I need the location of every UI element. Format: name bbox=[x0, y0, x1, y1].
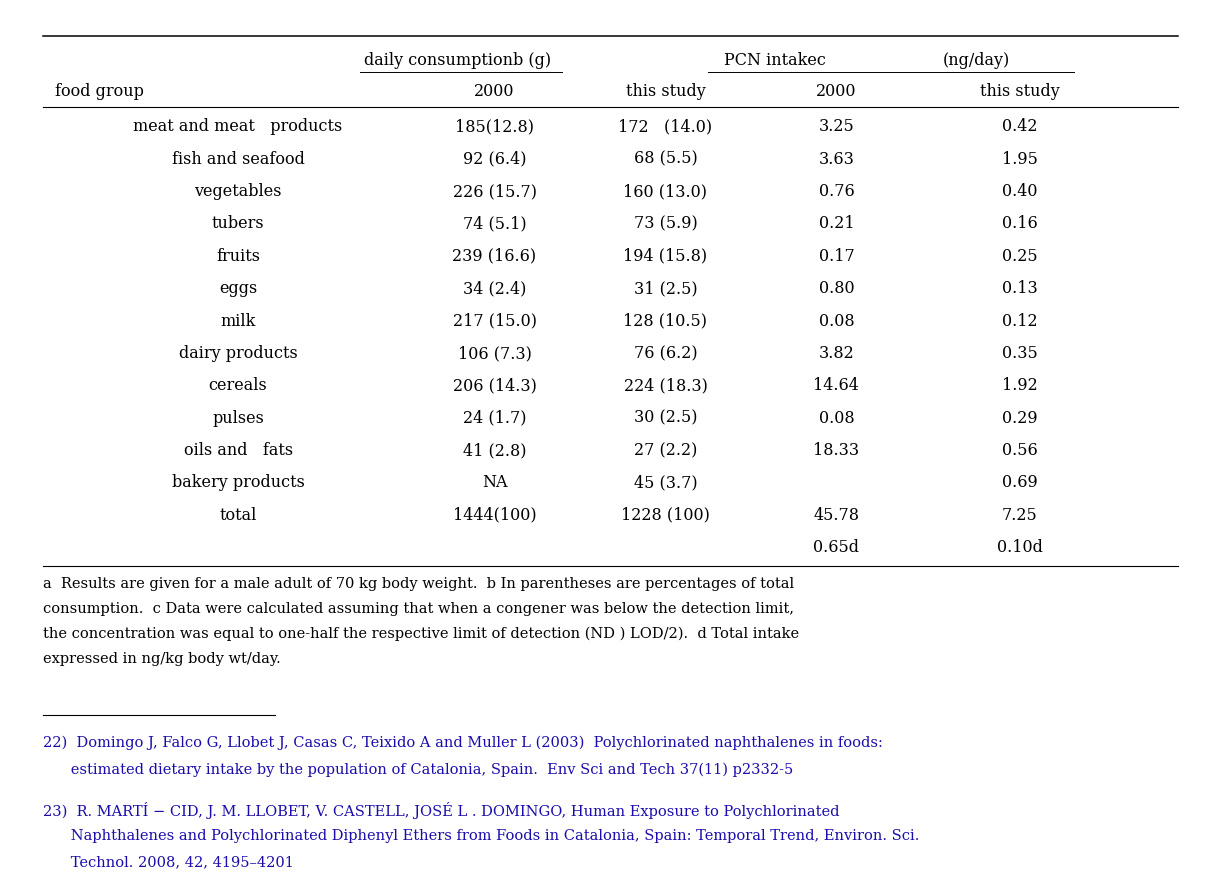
Text: 3.82: 3.82 bbox=[818, 345, 855, 361]
Text: 27 (2.2): 27 (2.2) bbox=[634, 441, 697, 459]
Text: 3.63: 3.63 bbox=[818, 151, 855, 167]
Text: 0.69: 0.69 bbox=[1001, 474, 1038, 491]
Text: NA: NA bbox=[482, 474, 507, 491]
Text: 73 (5.9): 73 (5.9) bbox=[634, 215, 697, 232]
Text: 160 (13.0): 160 (13.0) bbox=[624, 183, 707, 200]
Text: 0.42: 0.42 bbox=[1001, 118, 1038, 136]
Text: 0.16: 0.16 bbox=[1001, 215, 1038, 232]
Text: eggs: eggs bbox=[219, 280, 258, 297]
Text: 0.17: 0.17 bbox=[818, 247, 855, 265]
Text: daily consumptionb (g): daily consumptionb (g) bbox=[364, 51, 552, 69]
Text: 224 (18.3): 224 (18.3) bbox=[624, 377, 707, 394]
Text: 7.25: 7.25 bbox=[1001, 506, 1038, 524]
Text: fruits: fruits bbox=[216, 247, 260, 265]
Text: (ng/day): (ng/day) bbox=[943, 51, 1011, 69]
Text: 1.92: 1.92 bbox=[1001, 377, 1038, 394]
Text: 24 (1.7): 24 (1.7) bbox=[463, 409, 526, 426]
Text: 45 (3.7): 45 (3.7) bbox=[634, 474, 697, 491]
Text: 185(12.8): 185(12.8) bbox=[455, 118, 534, 136]
Text: PCN intakec: PCN intakec bbox=[724, 51, 827, 69]
Text: 0.56: 0.56 bbox=[1001, 441, 1038, 459]
Text: 0.08: 0.08 bbox=[818, 409, 855, 426]
Text: 0.80: 0.80 bbox=[818, 280, 855, 297]
Text: 76 (6.2): 76 (6.2) bbox=[634, 345, 697, 361]
Text: 31 (2.5): 31 (2.5) bbox=[634, 280, 697, 297]
Text: 45.78: 45.78 bbox=[813, 506, 860, 524]
Text: consumption.  c Data were calculated assuming that when a congener was below the: consumption. c Data were calculated assu… bbox=[43, 602, 794, 615]
Text: dairy products: dairy products bbox=[178, 345, 298, 361]
Text: 0.40: 0.40 bbox=[1001, 183, 1038, 200]
Text: total: total bbox=[220, 506, 256, 524]
Text: 0.13: 0.13 bbox=[1001, 280, 1038, 297]
Text: bakery products: bakery products bbox=[172, 474, 304, 491]
Text: 23)  R. MARTÍ − CID, J. M. LLOBET, V. CASTELL, JOSÉ L . DOMINGO, Human Exposure : 23) R. MARTÍ − CID, J. M. LLOBET, V. CAS… bbox=[43, 802, 839, 819]
Text: 68 (5.5): 68 (5.5) bbox=[634, 151, 697, 167]
Text: 0.10d: 0.10d bbox=[996, 539, 1043, 556]
Text: 0.65d: 0.65d bbox=[813, 539, 860, 556]
Text: 206 (14.3): 206 (14.3) bbox=[453, 377, 536, 394]
Text: a  Results are given for a male adult of 70 kg body weight.  b In parentheses ar: a Results are given for a male adult of … bbox=[43, 577, 794, 590]
Text: oils and   fats: oils and fats bbox=[183, 441, 293, 459]
Text: 41 (2.8): 41 (2.8) bbox=[463, 441, 526, 459]
Text: 106 (7.3): 106 (7.3) bbox=[458, 345, 531, 361]
Text: milk: milk bbox=[221, 312, 255, 330]
Text: this study: this study bbox=[625, 82, 706, 100]
Text: 239 (16.6): 239 (16.6) bbox=[453, 247, 536, 265]
Text: 1.95: 1.95 bbox=[1001, 151, 1038, 167]
Text: Technol. 2008, 42, 4195–4201: Technol. 2008, 42, 4195–4201 bbox=[43, 855, 293, 868]
Text: 74 (5.1): 74 (5.1) bbox=[463, 215, 526, 232]
Text: meat and meat   products: meat and meat products bbox=[133, 118, 343, 136]
Text: 2000: 2000 bbox=[474, 82, 515, 100]
Text: vegetables: vegetables bbox=[194, 183, 282, 200]
Text: tubers: tubers bbox=[211, 215, 265, 232]
Text: 0.29: 0.29 bbox=[1001, 409, 1038, 426]
Text: 128 (10.5): 128 (10.5) bbox=[624, 312, 707, 330]
Text: 226 (15.7): 226 (15.7) bbox=[453, 183, 536, 200]
Text: 22)  Domingo J, Falco G, Llobet J, Casas C, Teixido A and Muller L (2003)  Polyc: 22) Domingo J, Falco G, Llobet J, Casas … bbox=[43, 735, 883, 750]
Text: fish and seafood: fish and seafood bbox=[172, 151, 304, 167]
Text: 0.35: 0.35 bbox=[1001, 345, 1038, 361]
Text: 194 (15.8): 194 (15.8) bbox=[624, 247, 707, 265]
Text: 3.25: 3.25 bbox=[818, 118, 855, 136]
Text: 18.33: 18.33 bbox=[813, 441, 860, 459]
Text: expressed in ng/kg body wt/day.: expressed in ng/kg body wt/day. bbox=[43, 651, 281, 664]
Text: 1228 (100): 1228 (100) bbox=[621, 506, 709, 524]
Text: 172   (14.0): 172 (14.0) bbox=[618, 118, 713, 136]
Text: 92 (6.4): 92 (6.4) bbox=[463, 151, 526, 167]
Text: 0.25: 0.25 bbox=[1001, 247, 1038, 265]
Text: 2000: 2000 bbox=[816, 82, 857, 100]
Text: 34 (2.4): 34 (2.4) bbox=[463, 280, 526, 297]
Text: cereals: cereals bbox=[209, 377, 267, 394]
Text: 14.64: 14.64 bbox=[813, 377, 860, 394]
Text: 217 (15.0): 217 (15.0) bbox=[453, 312, 536, 330]
Text: food group: food group bbox=[55, 82, 144, 100]
Text: 30 (2.5): 30 (2.5) bbox=[634, 409, 697, 426]
Text: 0.76: 0.76 bbox=[818, 183, 855, 200]
Text: Naphthalenes and Polychlorinated Diphenyl Ethers from Foods in Catalonia, Spain:: Naphthalenes and Polychlorinated Dipheny… bbox=[43, 828, 919, 842]
Text: the concentration was equal to one-half the respective limit of detection (ND ) : the concentration was equal to one-half … bbox=[43, 626, 799, 641]
Text: pulses: pulses bbox=[212, 409, 264, 426]
Text: 0.08: 0.08 bbox=[818, 312, 855, 330]
Text: 1444(100): 1444(100) bbox=[453, 506, 536, 524]
Text: estimated dietary intake by the population of Catalonia, Spain.  Env Sci and Tec: estimated dietary intake by the populati… bbox=[43, 762, 792, 776]
Text: 0.12: 0.12 bbox=[1001, 312, 1038, 330]
Text: this study: this study bbox=[979, 82, 1060, 100]
Text: 0.21: 0.21 bbox=[818, 215, 855, 232]
